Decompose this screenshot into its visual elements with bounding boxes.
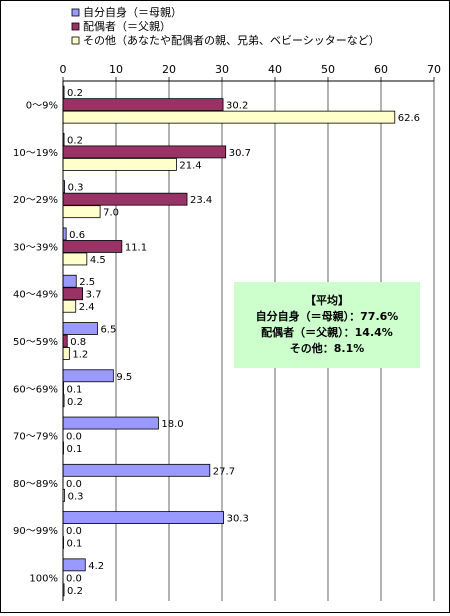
data-label-100-series-3: 0.2 [67, 586, 83, 597]
bar-100-series-1 [62, 558, 86, 572]
data-label-30-39-series-1: 0.6 [69, 230, 85, 241]
annotation-line-1: 【平均】 [305, 293, 349, 307]
category-label-70-79: 70～79% [13, 432, 58, 443]
data-label-50-59-series-2: 0.8 [70, 337, 86, 348]
legend-label-2: 配偶者（＝父親） [83, 20, 171, 33]
data-label-30-39-series-3: 4.5 [90, 255, 106, 266]
bar-0-9-series-3 [62, 110, 396, 124]
data-label-80-89-series-1: 27.7 [213, 466, 235, 477]
bar-10-19-series-3 [62, 158, 177, 171]
data-label-10-19-series-3: 21.4 [179, 160, 201, 171]
data-label-0-9-series-2: 30.2 [226, 101, 248, 112]
category-label-0-9: 0～9% [26, 101, 58, 112]
x-tick-label-30: 30 [215, 63, 229, 76]
bar-40-49-series-3 [62, 299, 77, 313]
category-label-20-29: 20～29% [13, 195, 58, 206]
bar-90-99-series-1 [62, 511, 224, 524]
data-label-20-29-series-1: 0.3 [68, 183, 84, 194]
x-tick-label-20: 20 [162, 63, 176, 76]
data-label-50-59-series-3: 1.2 [72, 350, 88, 361]
x-tick-label-40: 40 [268, 63, 282, 76]
data-label-0-9-series-1: 0.2 [67, 88, 83, 99]
legend-swatch-3 [71, 36, 80, 45]
data-label-40-49-series-1: 2.5 [79, 277, 95, 288]
bar-50-59-series-2 [62, 334, 68, 348]
x-tick-label-50: 50 [321, 63, 335, 76]
data-label-60-69-series-2: 0.1 [67, 384, 83, 395]
bar-0-9-series-2 [62, 98, 224, 112]
data-label-20-29-series-3: 7.0 [103, 208, 119, 219]
axes [62, 80, 434, 601]
legend: 自分自身（＝母親）配偶者（＝父親）その他（あなたや配偶者の親、兄弟、ベビーシッタ… [71, 5, 380, 47]
data-labels: 0.2 30.2 62.6 0.2 30.7 21.4 0.3 23.4 7.0 0.6 11.1 4… [66, 88, 420, 597]
bars [62, 85, 396, 597]
category-label-30-39: 30～39% [13, 242, 58, 253]
data-label-80-89-series-3: 0.3 [68, 491, 84, 502]
data-label-90-99-series-3: 0.1 [67, 539, 83, 550]
bar-40-49-series-2 [62, 287, 84, 301]
annotation-line-2: 自分自身（＝母親）：77.6% [256, 309, 399, 323]
x-axis-ticks: 0 10 20 30 40 50 60 70 [60, 63, 441, 81]
category-labels: 0～9% 10～19% 20～29% 30～39% 40～49% 50～59% 60～69%… [13, 101, 58, 585]
annotation-line-4: その他：8.1% [290, 341, 365, 355]
x-tick-label-70: 70 [427, 63, 441, 76]
category-label-60-69: 60～69% [13, 384, 58, 395]
category-label-10-19: 10～19% [13, 148, 58, 159]
legend-label-1: 自分自身（＝母親） [83, 5, 182, 19]
bar-60-69-series-1 [62, 369, 114, 383]
x-tick-label-10: 10 [109, 63, 123, 76]
category-label-80-89: 80～89% [13, 479, 58, 490]
bar-70-79-series-1 [62, 416, 159, 430]
legend-label-3: その他（あなたや配偶者の親、兄弟、ベビーシッターなど） [83, 34, 380, 47]
data-label-0-9-series-3: 62.6 [398, 113, 420, 124]
data-label-70-79-series-3: 0.1 [67, 444, 83, 455]
data-label-80-89-series-2: 0.0 [66, 479, 82, 490]
bar-50-59-series-3 [62, 347, 70, 360]
bar-10-19-series-2 [62, 145, 227, 159]
annotation-line-3: 配偶者（＝父親）：14.4% [261, 325, 393, 339]
bar-40-49-series-1 [62, 274, 77, 288]
data-label-90-99-series-1: 30.3 [227, 514, 249, 525]
legend-swatch-2 [71, 22, 80, 31]
bar-50-59-series-1 [62, 322, 98, 335]
x-tick-label-0: 0 [60, 63, 67, 76]
category-label-100: 100% [29, 573, 58, 584]
bar-30-39-series-2 [62, 240, 123, 253]
data-label-70-79-series-1: 18.0 [161, 419, 183, 430]
data-label-100-series-2: 0.0 [66, 573, 82, 584]
bar-20-29-series-2 [62, 192, 188, 206]
bar-80-89-series-1 [62, 463, 211, 477]
data-label-10-19-series-1: 0.2 [67, 135, 83, 146]
legend-swatch-1 [71, 8, 80, 17]
bar-20-29-series-3 [62, 205, 101, 219]
category-label-50-59: 50～59% [13, 337, 58, 348]
data-label-20-29-series-2: 23.4 [190, 195, 212, 206]
x-tick-label-60: 60 [374, 63, 388, 76]
bar-30-39-series-3 [62, 252, 88, 266]
data-label-30-39-series-2: 11.1 [125, 242, 147, 253]
annotation-box [234, 282, 420, 368]
data-label-90-99-series-2: 0.0 [66, 526, 82, 537]
category-label-90-99: 90～99% [13, 526, 58, 537]
average-annotation: 【平均】自分自身（＝母親）：77.6% 配偶者（＝父親）：14.4% その他：8.1… [234, 282, 420, 368]
data-label-10-19-series-2: 30.7 [229, 148, 251, 159]
data-label-40-49-series-3: 2.4 [79, 302, 95, 313]
data-label-60-69-series-3: 0.2 [67, 397, 83, 408]
category-label-40-49: 40～49% [13, 290, 58, 301]
data-label-70-79-series-2: 0.0 [66, 432, 82, 443]
data-label-40-49-series-2: 3.7 [86, 290, 102, 301]
data-label-100-series-1: 4.2 [88, 561, 104, 572]
data-label-60-69-series-1: 9.5 [116, 372, 132, 383]
data-label-50-59-series-1: 6.5 [100, 325, 116, 336]
